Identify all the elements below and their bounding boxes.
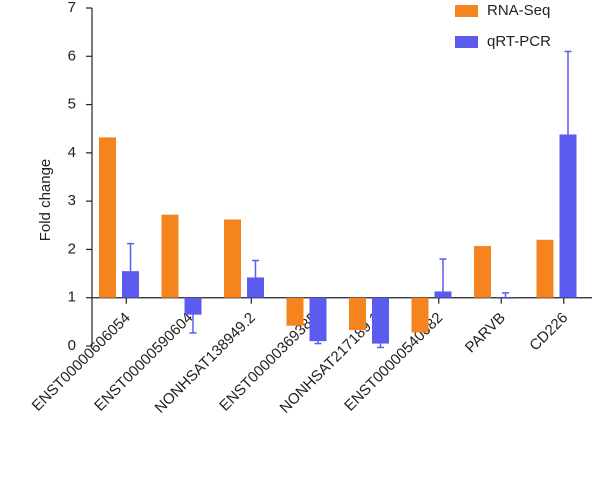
bar <box>349 297 366 331</box>
y-tick-label: 4 <box>68 144 76 161</box>
bar <box>372 297 389 344</box>
y-tick-label: 1 <box>68 289 76 306</box>
error-bar <box>189 314 197 334</box>
y-tick-label: 5 <box>68 96 76 113</box>
error-bar <box>439 258 447 292</box>
error-bar <box>564 50 572 135</box>
y-tick-label: 0 <box>68 337 76 354</box>
bar <box>434 291 452 298</box>
x-tick-label: PARVB <box>462 309 509 356</box>
bar <box>122 271 139 298</box>
bar <box>99 137 116 298</box>
error-bar <box>252 259 259 278</box>
legend-label: RNA-Seq <box>487 2 550 19</box>
bar <box>411 297 429 333</box>
bar <box>184 297 202 315</box>
y-tick-label: 3 <box>68 192 76 209</box>
legend-label: qRT-PCR <box>487 33 551 50</box>
error-bar <box>377 343 384 349</box>
y-axis-label: Fold change <box>37 159 54 242</box>
bar <box>161 214 179 298</box>
x-tick-label: CD226 <box>526 309 571 354</box>
error-bar <box>127 242 134 272</box>
bar <box>286 297 304 326</box>
y-tick-label: 6 <box>68 47 76 64</box>
bar <box>497 297 514 299</box>
legend-swatch <box>455 5 478 17</box>
y-tick-label: 2 <box>68 240 76 257</box>
y-tick-label: 7 <box>68 0 76 16</box>
legend-swatch <box>455 36 478 48</box>
bar <box>309 297 327 342</box>
bar <box>247 277 264 298</box>
bar <box>559 134 577 298</box>
bar <box>474 246 491 298</box>
bar <box>224 219 241 298</box>
error-bar <box>502 292 509 298</box>
error-bar <box>314 341 322 345</box>
bar <box>536 239 554 298</box>
